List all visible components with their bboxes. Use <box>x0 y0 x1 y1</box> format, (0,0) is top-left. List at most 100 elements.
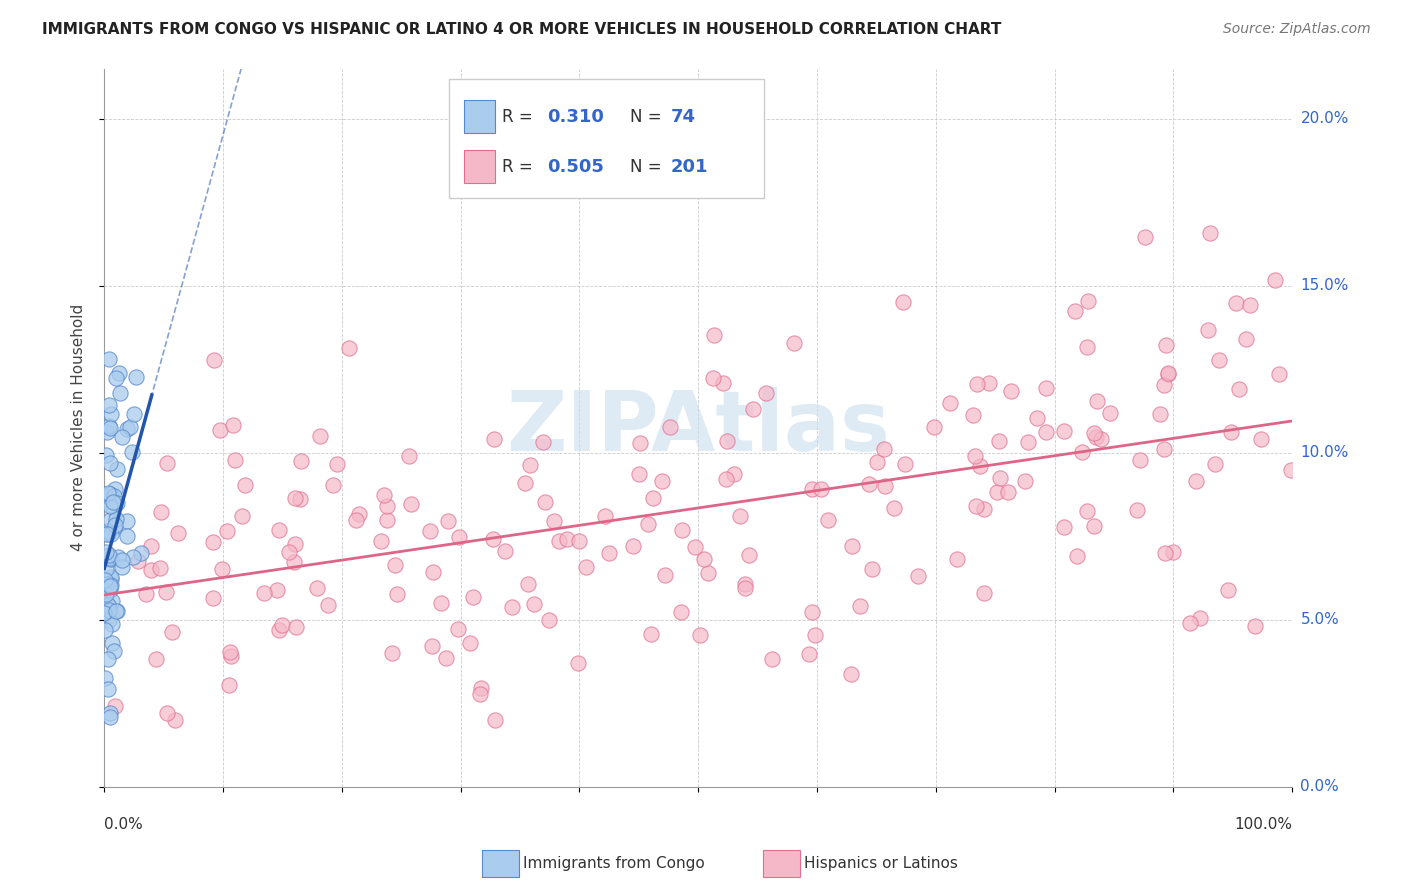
Point <box>308 429 330 443</box>
Point <box>817 513 839 527</box>
Point <box>516 576 538 591</box>
Point <box>337 342 360 356</box>
Point <box>94 671 117 685</box>
Point <box>703 328 725 343</box>
Point <box>1218 583 1240 598</box>
Point <box>101 616 124 631</box>
Point <box>1267 367 1289 381</box>
Point <box>1234 332 1257 346</box>
Point <box>141 563 163 577</box>
Point <box>104 518 127 533</box>
Point <box>104 603 127 617</box>
Point <box>222 418 245 433</box>
Point <box>501 600 523 615</box>
Point <box>94 448 117 462</box>
Point <box>97 352 120 367</box>
Point <box>891 294 914 309</box>
Point <box>219 645 242 659</box>
Point <box>1014 474 1036 488</box>
Point <box>1219 425 1241 439</box>
Point <box>107 462 129 476</box>
Point <box>1083 519 1105 533</box>
Text: N =: N = <box>630 158 662 176</box>
Point <box>135 586 157 600</box>
Point <box>531 434 554 449</box>
Point <box>519 458 541 472</box>
Point <box>804 628 827 642</box>
Point <box>1208 352 1230 367</box>
Point <box>98 500 121 514</box>
Point <box>568 534 591 549</box>
Point <box>1178 615 1201 630</box>
Point <box>1035 381 1057 395</box>
Point <box>209 423 232 437</box>
Point <box>100 408 122 422</box>
Text: R =: R = <box>502 108 533 127</box>
Point <box>965 500 987 514</box>
Point <box>966 377 988 392</box>
Point <box>284 491 307 506</box>
Point <box>800 482 823 496</box>
Point <box>98 456 121 470</box>
Point <box>150 505 173 519</box>
Point <box>115 514 138 528</box>
Point <box>621 539 644 553</box>
Point <box>211 562 233 576</box>
Point <box>100 552 122 566</box>
Point <box>875 478 897 492</box>
Point <box>98 579 121 593</box>
Point <box>1189 611 1212 625</box>
Point <box>284 537 307 551</box>
Point <box>129 546 152 560</box>
Point <box>103 644 125 658</box>
Point <box>97 598 120 612</box>
Point <box>671 605 693 619</box>
Point <box>1264 272 1286 286</box>
Point <box>105 496 128 510</box>
Point <box>96 587 118 601</box>
Point <box>98 599 121 614</box>
Point <box>100 572 122 586</box>
Text: ZIPAtlas: ZIPAtlas <box>506 387 890 468</box>
Point <box>1156 337 1178 351</box>
Text: 0.0%: 0.0% <box>1301 780 1339 795</box>
Point <box>969 459 991 474</box>
Point <box>96 524 118 539</box>
Point <box>1125 503 1147 517</box>
Point <box>575 559 598 574</box>
Point <box>1153 378 1175 392</box>
Point <box>1161 545 1184 559</box>
Point <box>103 489 125 503</box>
Point <box>1157 367 1180 381</box>
Point <box>121 549 143 564</box>
Point <box>202 535 225 549</box>
Text: 10.0%: 10.0% <box>1301 445 1348 460</box>
Point <box>482 432 505 446</box>
Point <box>783 336 806 351</box>
Point <box>1066 549 1088 564</box>
Point <box>107 549 129 564</box>
Point <box>1154 546 1177 560</box>
FancyBboxPatch shape <box>464 100 495 133</box>
Point <box>907 568 929 582</box>
Point <box>100 527 122 541</box>
Point <box>693 551 716 566</box>
Point <box>97 613 120 627</box>
Text: 100.0%: 100.0% <box>1234 817 1292 832</box>
Point <box>110 430 132 444</box>
Point <box>697 566 720 580</box>
Point <box>267 623 290 637</box>
Point <box>801 605 824 619</box>
Point <box>734 581 756 595</box>
Point <box>1227 382 1250 396</box>
Point <box>839 666 862 681</box>
Point <box>231 508 253 523</box>
Point <box>344 513 367 527</box>
Point <box>716 434 738 449</box>
Point <box>1149 408 1171 422</box>
Point <box>1026 411 1049 425</box>
Point <box>384 558 406 572</box>
Point <box>93 488 115 502</box>
Point <box>111 559 134 574</box>
Point <box>98 549 121 563</box>
